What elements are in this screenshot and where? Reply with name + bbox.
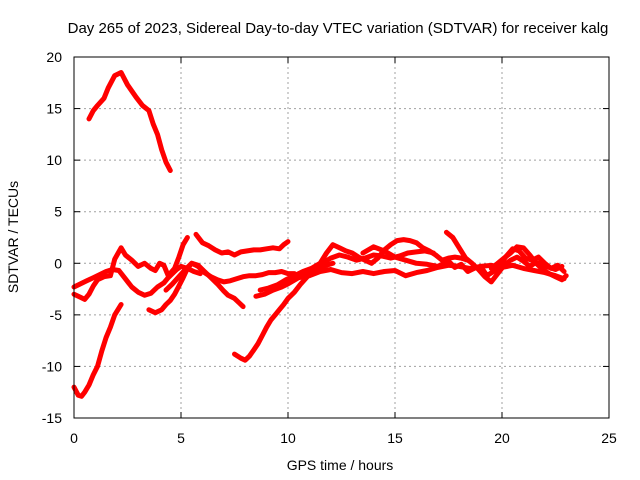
series-arc-a xyxy=(71,263,203,298)
series-arc-h xyxy=(257,237,471,293)
tick-layer: 0 5 10 15 20 25 -15 -10 -5 0 5 10 15 20 xyxy=(42,49,617,446)
chart-title: Day 265 of 2023, Sidereal Day-to-day VTE… xyxy=(68,20,609,37)
y-tick-label: 0 xyxy=(54,255,62,271)
y-tick-label: 15 xyxy=(46,101,62,117)
series-arc-g xyxy=(253,248,436,299)
series-arc-l xyxy=(488,244,569,283)
y-tick-label: -10 xyxy=(42,358,62,374)
y-tick-label: 5 xyxy=(54,204,62,220)
y-axis-label: SDTVAR / TECUs xyxy=(5,181,21,293)
x-tick-label: 20 xyxy=(494,430,510,446)
series-arc-j xyxy=(360,244,567,279)
x-tick-label: 0 xyxy=(70,430,78,446)
series-layer xyxy=(71,70,569,399)
y-tick-label: -5 xyxy=(50,307,63,323)
series-arc-b xyxy=(71,235,190,302)
x-tick-label: 25 xyxy=(601,430,617,446)
y-tick-label: -15 xyxy=(42,410,62,426)
series-arc-high xyxy=(86,70,173,173)
series-arc-low xyxy=(71,302,124,399)
x-axis-label: GPS time / hours xyxy=(287,457,394,473)
series-arc-e xyxy=(193,231,291,258)
x-tick-label: 5 xyxy=(177,430,185,446)
grid-layer xyxy=(74,57,609,418)
y-tick-label: 20 xyxy=(46,49,62,65)
x-tick-label: 15 xyxy=(387,430,403,446)
series-arc-k xyxy=(443,229,565,285)
plot-frame xyxy=(73,56,610,419)
y-tick-label: 10 xyxy=(46,152,62,168)
series-arc-i xyxy=(296,262,567,282)
x-tick-label: 10 xyxy=(280,430,296,446)
series-arc-d xyxy=(163,260,246,310)
